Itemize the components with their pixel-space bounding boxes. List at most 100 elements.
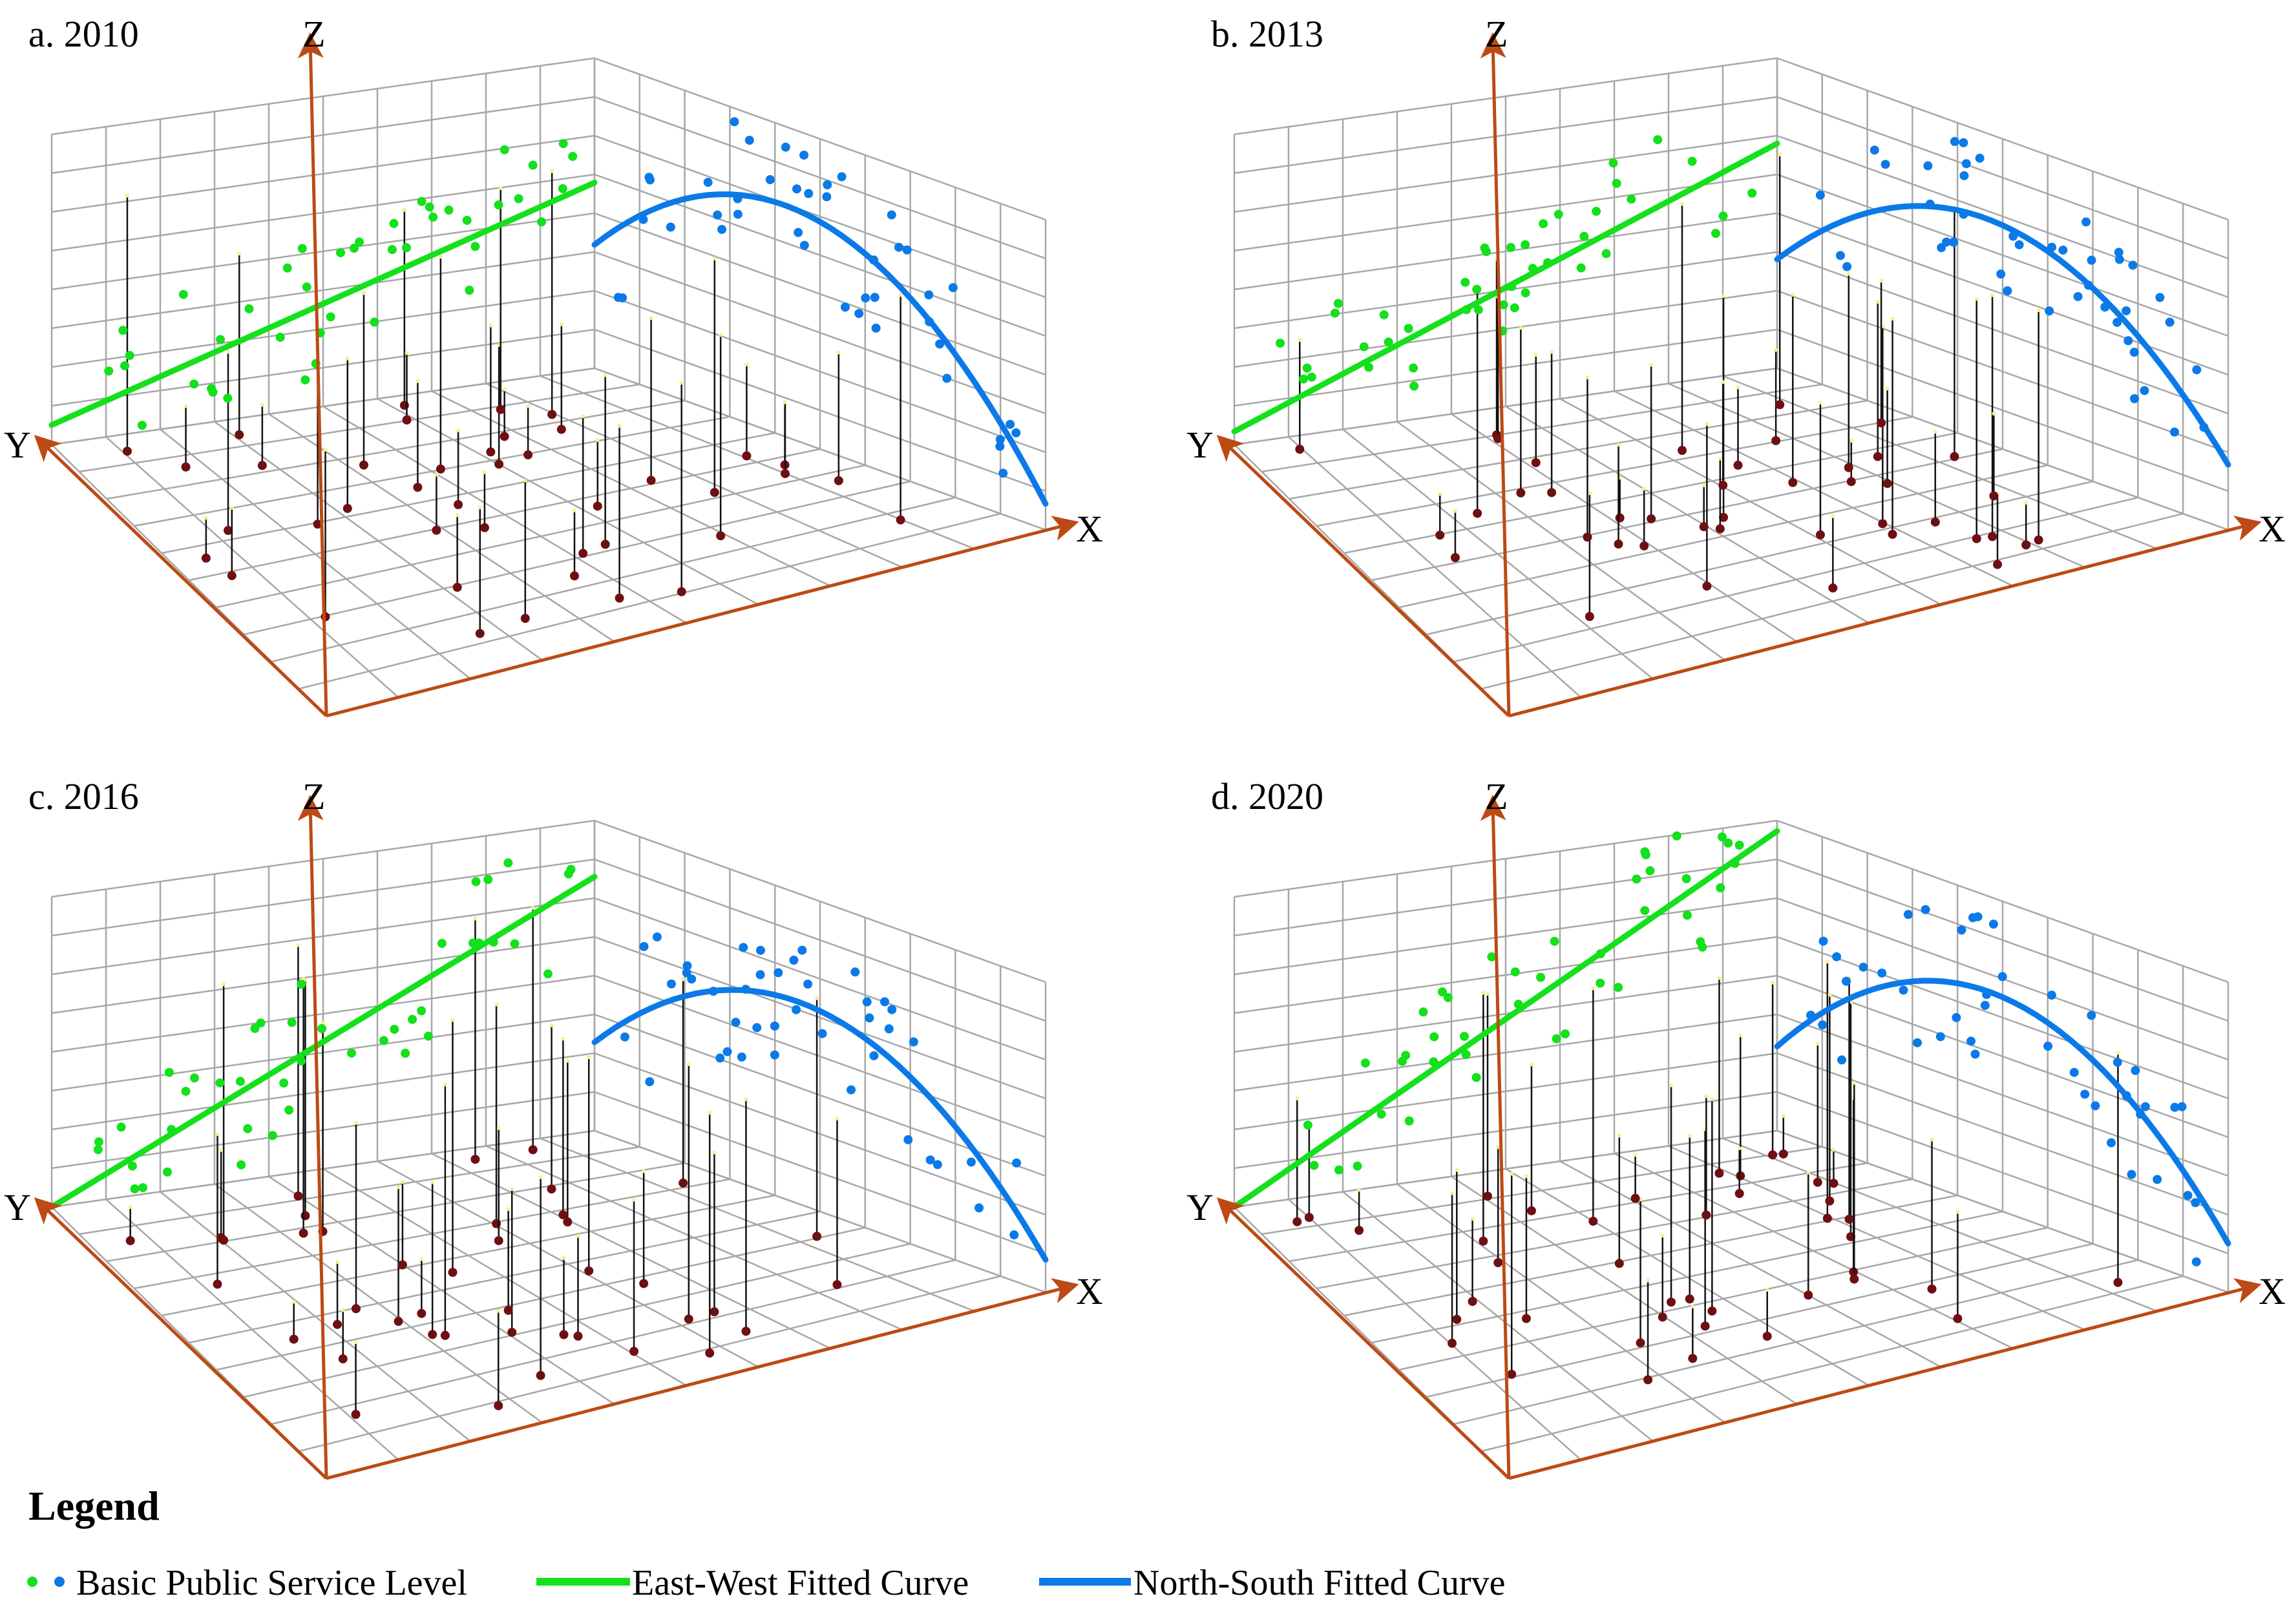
ns-projection-points bbox=[613, 117, 1021, 478]
panel-2016: c. 2016 X Y Z bbox=[4, 775, 1103, 1480]
base-point bbox=[1873, 452, 1882, 461]
stem-top-point bbox=[226, 350, 231, 354]
stem-top-point bbox=[1616, 443, 1621, 447]
stem-top-point bbox=[1738, 1033, 1743, 1038]
floor-grid-line bbox=[1316, 1178, 1913, 1290]
base-point bbox=[780, 468, 790, 478]
ew-point bbox=[284, 1106, 294, 1115]
ns-point bbox=[2069, 1067, 2079, 1077]
base-point bbox=[578, 549, 588, 558]
ns-point bbox=[2047, 991, 2056, 1000]
ns-point bbox=[770, 1050, 779, 1060]
ns-point bbox=[850, 967, 860, 977]
stem-top-point bbox=[898, 293, 903, 297]
base-point bbox=[122, 446, 132, 456]
ns-point bbox=[894, 242, 903, 252]
ew-point bbox=[468, 938, 478, 948]
base-point bbox=[1493, 1258, 1503, 1268]
base-point bbox=[528, 1145, 538, 1155]
stem-top-point bbox=[1933, 430, 1937, 434]
base-point bbox=[216, 1233, 226, 1243]
wall-grid-line bbox=[1776, 1013, 2229, 1177]
ew-point bbox=[347, 1048, 357, 1058]
ns-point bbox=[1952, 1012, 1961, 1022]
ns-point bbox=[730, 117, 739, 127]
ns-point bbox=[1818, 936, 1828, 946]
ns-point bbox=[2073, 291, 2083, 301]
ew-point bbox=[94, 1137, 103, 1147]
base-point bbox=[600, 540, 610, 549]
ns-point bbox=[1009, 1230, 1019, 1240]
base-point bbox=[1849, 1274, 1859, 1284]
ns-point bbox=[2131, 1065, 2140, 1075]
base-point bbox=[1815, 530, 1825, 540]
ew-point bbox=[355, 237, 364, 247]
ns-point bbox=[715, 1053, 725, 1063]
stem-top-point bbox=[478, 505, 482, 510]
stem-top-point bbox=[456, 428, 461, 432]
stem-top-point bbox=[1771, 980, 1775, 985]
ns-point bbox=[799, 240, 809, 250]
wall-grid-line bbox=[51, 819, 595, 898]
stem-top-point bbox=[744, 362, 749, 367]
ns-point bbox=[869, 1051, 879, 1060]
y-axis-line bbox=[34, 1197, 328, 1480]
ew-point bbox=[1550, 936, 1559, 946]
base-point bbox=[1531, 457, 1541, 467]
ew-point bbox=[423, 1031, 433, 1041]
ns-point bbox=[1842, 262, 1852, 271]
ns-point bbox=[1923, 161, 1933, 171]
ns-point bbox=[1011, 428, 1021, 437]
ew-point bbox=[1459, 1031, 1469, 1041]
ew-point bbox=[379, 1036, 388, 1045]
base-point bbox=[1825, 1196, 1835, 1206]
wall-grid-line bbox=[51, 367, 595, 446]
stem-top-point bbox=[1533, 353, 1538, 357]
ns-point bbox=[2114, 255, 2124, 264]
ew-point bbox=[543, 969, 553, 979]
ns-point bbox=[1957, 925, 1966, 935]
stem-top-point bbox=[531, 906, 535, 910]
ns-point bbox=[644, 173, 654, 182]
ns-point bbox=[682, 961, 692, 970]
ns-point bbox=[722, 1047, 732, 1056]
base-point bbox=[1844, 1214, 1854, 1224]
base-point bbox=[1585, 612, 1594, 622]
ns-point bbox=[1859, 962, 1868, 972]
ns-point bbox=[789, 955, 799, 965]
ns-point bbox=[2165, 317, 2175, 327]
stem-top-point bbox=[1455, 1168, 1459, 1172]
panel-title: c. 2016 bbox=[28, 775, 139, 817]
base-point bbox=[440, 1330, 450, 1340]
stem-top-point bbox=[237, 251, 242, 256]
base-point bbox=[2113, 1277, 2123, 1287]
stem-top-point bbox=[835, 1117, 839, 1121]
ew-point bbox=[189, 379, 199, 389]
ew-point bbox=[268, 1131, 277, 1140]
ns-point bbox=[794, 227, 803, 237]
ew-point bbox=[1409, 363, 1418, 373]
wall-grid-line bbox=[1234, 936, 1778, 1014]
stem-top-point bbox=[1885, 386, 1890, 391]
ns-point bbox=[666, 979, 676, 989]
ns-point bbox=[2191, 1198, 2200, 1208]
ns-point bbox=[1869, 145, 1879, 155]
wall-grid-line bbox=[1234, 1013, 1778, 1092]
ew-point bbox=[514, 194, 523, 204]
ew-point bbox=[118, 326, 128, 335]
ew-point bbox=[1333, 299, 1343, 308]
data-points bbox=[1292, 831, 2201, 1385]
base-point bbox=[1762, 1332, 1772, 1341]
ns-point bbox=[974, 1203, 984, 1213]
ew-point bbox=[1360, 1058, 1370, 1068]
ns-point bbox=[1903, 910, 1913, 919]
base-point bbox=[1733, 460, 1743, 470]
y-axis-label: Y bbox=[1186, 424, 1214, 466]
stem-top-point bbox=[642, 1169, 646, 1173]
stem-top-point bbox=[291, 1299, 296, 1304]
ew-point bbox=[302, 282, 311, 292]
ew-point bbox=[494, 200, 503, 210]
ew-point bbox=[1276, 339, 1285, 348]
wall-grid-line bbox=[1234, 212, 1778, 291]
wall-grid-line bbox=[1776, 251, 2229, 415]
